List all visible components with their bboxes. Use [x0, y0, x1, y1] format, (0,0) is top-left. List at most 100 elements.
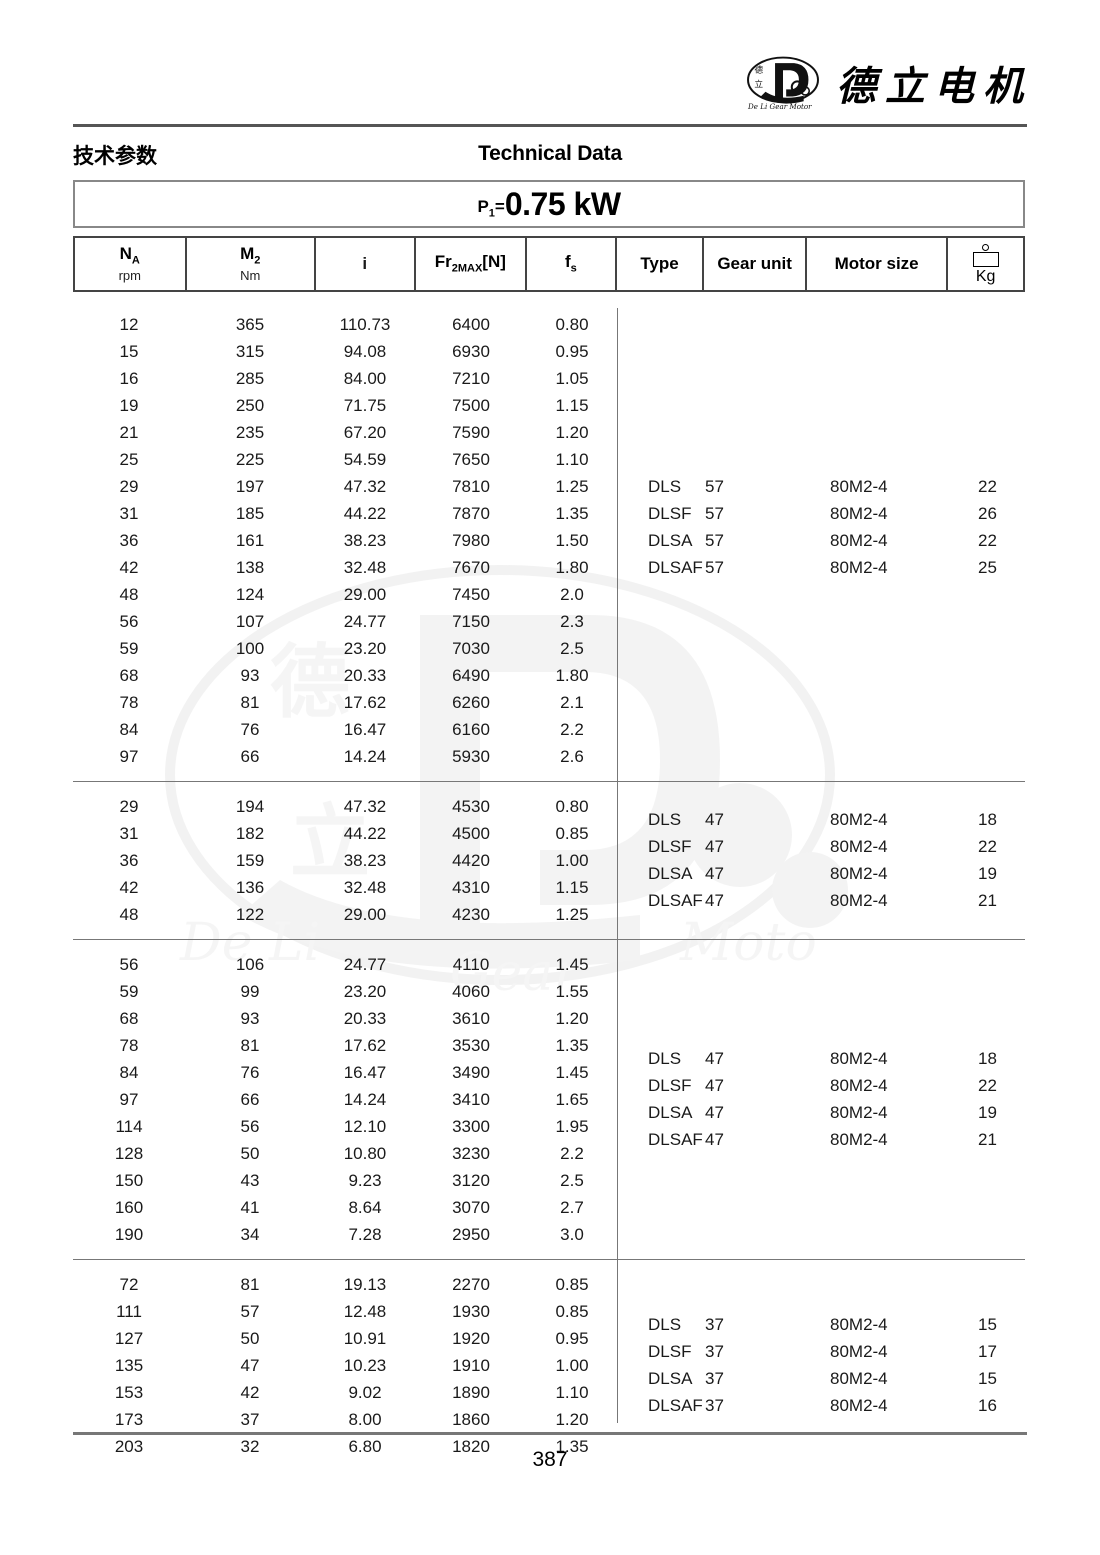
table-row: 29 197 47.32 7810 1.25	[73, 473, 617, 500]
variant-columns: DLS 47 80M2-4 18 DLSF 47 80M2-4 22 DLSA 47 80M2-4 1…	[617, 793, 1025, 928]
cell-fr: 7650	[452, 449, 490, 469]
cell-fs: 2.3	[560, 611, 584, 631]
cell-m2: 122	[235, 904, 265, 924]
cell-type: DLSA	[648, 864, 693, 883]
table-row: 48 122 29.00 4230 1.25	[73, 901, 617, 928]
data-block: 29 194 47.32 4530 0.80 31 182 44.22 4500 0.85 36 15…	[73, 782, 1025, 940]
cell-type: DLSA	[648, 1369, 693, 1388]
cell-fs: 1.45	[555, 1062, 589, 1082]
cell-fr: 7590	[452, 422, 490, 442]
cell-fr: 7670	[452, 557, 490, 577]
cell-i: 38.23	[343, 530, 387, 550]
cell-fs: 2.7	[560, 1197, 584, 1217]
cell-m2: 250	[235, 395, 265, 415]
cell-i: 9.02	[348, 1382, 382, 1402]
cell-na: 48	[119, 584, 139, 604]
cell-gear: 47	[705, 1049, 724, 1068]
cell-gear: 37	[705, 1369, 724, 1388]
cell-na: 97	[119, 746, 139, 766]
variant-row: DLS 37 80M2-4 15	[617, 1312, 1025, 1339]
cell-kg: 22	[978, 837, 997, 856]
cell-i: 14.24	[343, 1089, 387, 1109]
cell-motor: 80M2-4	[830, 1369, 888, 1388]
cell-fr: 6930	[452, 341, 490, 361]
variant-row: DLSF 47 80M2-4 22	[617, 834, 1025, 861]
cell-motor: 80M2-4	[830, 1103, 888, 1122]
cell-fs: 1.10	[555, 449, 589, 469]
cell-m2: 42	[240, 1382, 260, 1402]
cell-m2: 235	[235, 422, 265, 442]
table-row: 78 81 17.62 3530 1.35	[73, 1032, 617, 1059]
table-row: 173 37 8.00 1860 1.20	[73, 1406, 617, 1433]
cell-i: 23.20	[343, 638, 387, 658]
cell-fr: 4530	[452, 796, 490, 816]
table-row: 29 194 47.32 4530 0.80	[73, 793, 617, 820]
cell-fs: 2.5	[560, 638, 584, 658]
cell-fr: 3230	[452, 1143, 490, 1163]
cell-motor: 80M2-4	[830, 810, 888, 829]
cell-m2: 81	[240, 692, 260, 712]
cell-m2: 106	[235, 954, 265, 974]
cell-fs: 2.1	[560, 692, 584, 712]
cell-m2: 56	[240, 1116, 260, 1136]
cell-na: 153	[114, 1382, 144, 1402]
cell-m2: 285	[235, 368, 265, 388]
cell-na: 31	[119, 503, 139, 523]
cell-i: 12.48	[343, 1301, 387, 1321]
cell-fs: 1.25	[555, 904, 589, 924]
cell-i: 14.24	[343, 746, 387, 766]
cell-motor: 80M2-4	[830, 530, 888, 550]
cell-i: 47.32	[343, 476, 387, 496]
cell-na: 29	[119, 796, 139, 816]
cell-i: 16.47	[343, 719, 387, 739]
svg-text:德: 德	[754, 64, 763, 76]
table-row: 153 42 9.02 1890 1.10	[73, 1379, 617, 1406]
table-row: 59 99 23.20 4060 1.55	[73, 978, 617, 1005]
table-row: 56 106 24.77 4110 1.45	[73, 951, 617, 978]
cell-m2: 76	[240, 719, 260, 739]
cell-gear: 57	[705, 557, 724, 577]
cell-type: DLSAF	[648, 1130, 703, 1149]
cell-fr: 3490	[452, 1062, 490, 1082]
cell-i: 24.77	[343, 954, 387, 974]
cell-na: 59	[119, 981, 139, 1001]
table-row: 128 50 10.80 3230 2.2	[73, 1140, 617, 1167]
cell-fs: 1.80	[555, 665, 589, 685]
cell-type: DLS	[648, 1049, 682, 1068]
cell-fr: 3410	[452, 1089, 490, 1109]
cell-na: 19	[119, 395, 139, 415]
cell-na: 150	[114, 1170, 144, 1190]
cell-m2: 81	[240, 1035, 260, 1055]
ratings-columns: 56 106 24.77 4110 1.45 59 99 23.20 4060 1.55 68 93 2…	[73, 951, 617, 1248]
cell-fs: 1.20	[555, 1409, 589, 1429]
cell-type: DLSAF	[648, 1396, 703, 1415]
cell-m2: 124	[235, 584, 265, 604]
cell-na: 78	[119, 692, 139, 712]
cell-i: 17.62	[343, 1035, 387, 1055]
column-header-fr2max: Fr2MAX[N]	[416, 238, 528, 290]
cell-gear: 57	[705, 476, 724, 496]
cell-m2: 57	[240, 1301, 260, 1321]
cell-fs: 3.0	[560, 1224, 584, 1244]
cell-kg: 22	[978, 530, 997, 550]
cell-type: DLSF	[648, 1342, 692, 1361]
cell-i: 8.64	[348, 1197, 382, 1217]
cell-m2: 66	[240, 746, 260, 766]
table-row: 59 100 23.20 7030 2.5	[73, 635, 617, 662]
cell-kg: 18	[978, 1049, 997, 1068]
cell-fr: 3120	[452, 1170, 490, 1190]
cell-m2: 161	[235, 530, 265, 550]
cell-na: 42	[119, 557, 139, 577]
variant-row: DLSAF 37 80M2-4 16	[617, 1393, 1025, 1420]
cell-fr: 4060	[452, 981, 490, 1001]
cell-na: 56	[119, 954, 139, 974]
cell-na: 190	[114, 1224, 144, 1244]
cell-type: DLSF	[648, 837, 692, 856]
cell-fr: 1930	[452, 1301, 490, 1321]
column-header-type: Type	[617, 238, 705, 290]
cell-m2: 185	[235, 503, 265, 523]
cell-na: 31	[119, 823, 139, 843]
table-row: 36 161 38.23 7980 1.50	[73, 527, 617, 554]
cell-gear: 37	[705, 1396, 724, 1415]
table-row: 36 159 38.23 4420 1.00	[73, 847, 617, 874]
